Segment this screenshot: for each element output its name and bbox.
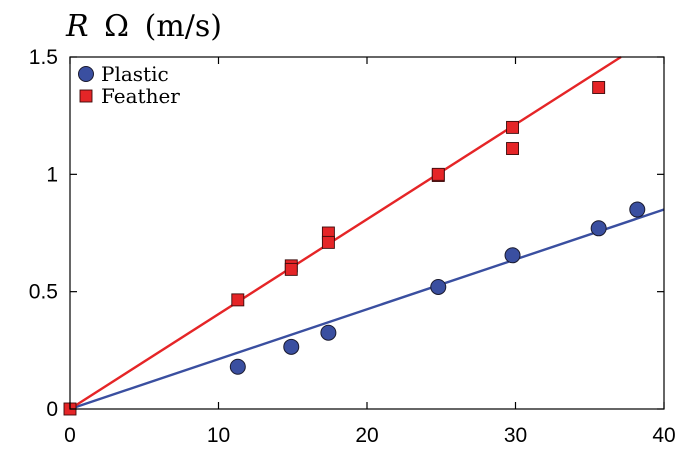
plastic-point [504, 247, 521, 264]
feather-point [284, 262, 298, 276]
plot-frame [69, 56, 665, 410]
feather-point [321, 235, 335, 249]
feather-point [506, 142, 519, 155]
plastic-point [229, 358, 246, 375]
x-tick-label: 10 [207, 424, 230, 447]
y-axis-label: R Ω (m/s) [65, 9, 222, 44]
y-tick-label: 0 [46, 398, 58, 421]
fit-line-1 [69, 55, 622, 411]
legend-marker-plastic [78, 66, 94, 82]
legend-marker-feather [79, 89, 93, 103]
plastic-point [629, 201, 646, 218]
y-axis-label-omega: Ω [104, 9, 129, 44]
data-points [63, 81, 646, 416]
svg-text:R Ω (m/s): R Ω (m/s) [65, 9, 222, 44]
y-axis-label-units: (m/s) [145, 9, 222, 44]
fit-lines [69, 55, 665, 411]
feather-point [431, 167, 445, 181]
y-axis-label-symbol: R [65, 9, 89, 44]
y-tick-label: 1.5 [29, 46, 58, 69]
y-tick-label: 0.5 [29, 281, 58, 304]
plastic-point [283, 338, 300, 355]
legend-label-feather: Feather [101, 84, 180, 108]
axis-ticks: 0 10 20 30 40 0 0.5 1 1.5 [29, 46, 676, 447]
feather-point [231, 293, 245, 307]
x-tick-label: 40 [652, 424, 675, 447]
feather-point [506, 120, 519, 134]
plastic-point [430, 278, 447, 295]
plastic-point [320, 324, 337, 341]
legend-label-plastic: Plastic [101, 62, 169, 86]
x-tick-label: 30 [504, 424, 527, 447]
fit-line-0 [69, 208, 665, 411]
x-tick-label: 20 [355, 424, 378, 447]
x-tick-label: 0 [64, 424, 76, 447]
feather-point [592, 81, 606, 94]
y-tick-label: 1 [46, 163, 58, 186]
plastic-point [590, 220, 607, 237]
